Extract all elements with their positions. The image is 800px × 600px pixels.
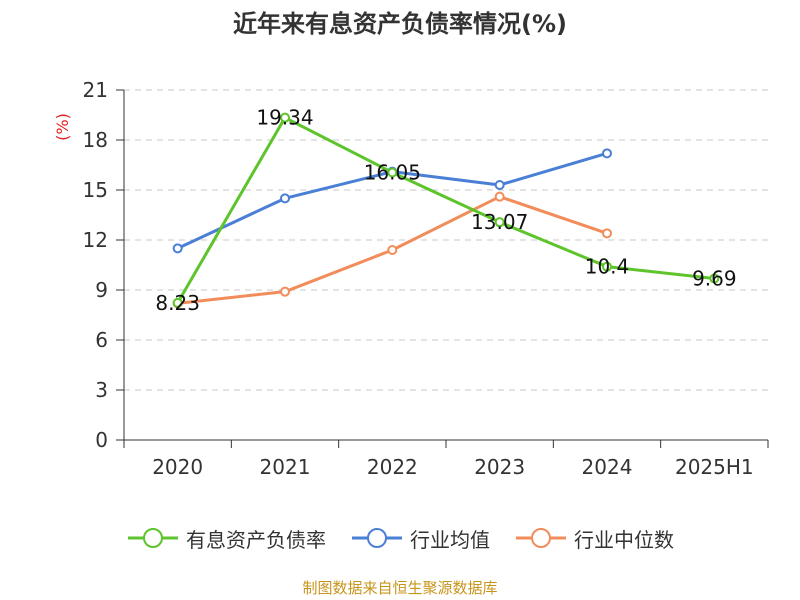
legend-label: 有息资产负债率 (186, 527, 326, 552)
legend-swatch (128, 528, 178, 548)
data-label: 19.34 (256, 106, 313, 130)
data-label: 8.23 (155, 291, 200, 315)
data-point (494, 217, 505, 228)
data-point (602, 261, 612, 272)
y-tick-label: 3 (95, 378, 108, 402)
y-tick-label: 21 (83, 78, 108, 102)
legend-label: 行业中位数 (574, 527, 674, 552)
data-label: 9.69 (692, 267, 737, 291)
legend: 有息资产负债率 行业均值 行业中位数 (0, 520, 800, 556)
x-tick-label: 2023 (474, 455, 525, 479)
data-point (280, 193, 290, 204)
y-tick-label: 9 (95, 278, 108, 302)
series (172, 112, 720, 309)
data-label: 13.07 (471, 210, 528, 234)
data-point (172, 243, 183, 254)
data-label: 10.4 (585, 255, 630, 279)
legend-swatch (516, 528, 566, 548)
x-tick-label: 2021 (260, 455, 311, 479)
y-tick-label: 15 (83, 178, 108, 202)
data-point (602, 148, 612, 159)
y-tick-label: 0 (95, 428, 108, 452)
data-point (280, 286, 290, 297)
data-labels: 8.23 19.34 16.05 13.07 10.4 9.69 (155, 106, 736, 315)
data-point (172, 297, 183, 308)
data-point (387, 167, 398, 178)
chart-title: 近年来有息资产负债率情况(%) (233, 10, 567, 38)
y-tick-label: 6 (95, 328, 108, 352)
legend-swatch (352, 528, 402, 548)
x-tick-label: 2025H1 (675, 455, 754, 479)
data-point (602, 228, 612, 239)
x-tick-label: 2020 (152, 455, 203, 479)
x-tick-label: 2024 (582, 455, 633, 479)
legend-label: 行业均值 (410, 527, 490, 552)
data-point (494, 180, 505, 190)
y-tick-label: 18 (83, 128, 108, 152)
axes: 0 3 6 9 12 15 18 21 2020 2021 2022 2023 2024 2025H1 (%… (53, 78, 769, 479)
data-label: 16.05 (364, 161, 421, 185)
data-point (280, 112, 290, 123)
y-axis-label: (%) (53, 113, 72, 141)
series-line (176, 116, 715, 304)
source-note: 制图数据来自恒生聚源数据库 (302, 579, 498, 597)
data-point (387, 245, 398, 255)
grid-lines (124, 89, 768, 391)
legend-item: 行业中位数 (514, 524, 674, 553)
data-point (494, 191, 505, 202)
data-point (709, 273, 720, 284)
x-tick-label: 2022 (367, 455, 418, 479)
y-tick-label: 12 (83, 228, 108, 252)
legend-item: 有息资产负债率 (126, 524, 326, 553)
legend-item: 行业均值 (350, 524, 490, 553)
